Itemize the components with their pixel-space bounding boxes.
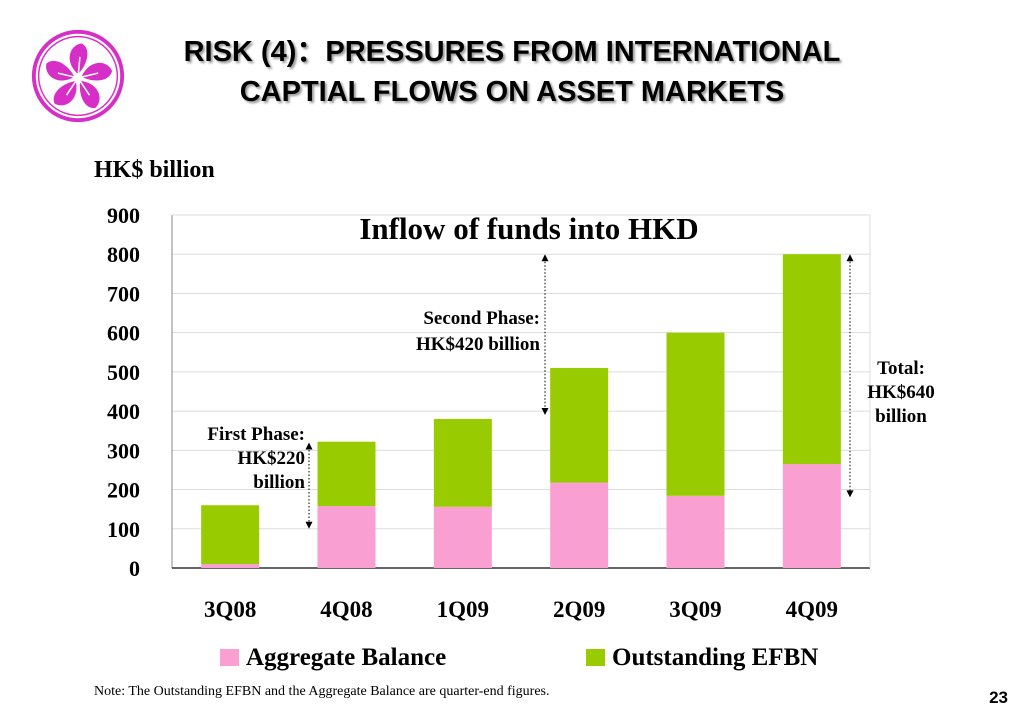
total-label: HK$640 bbox=[867, 382, 935, 403]
bar-aggregate-balance bbox=[433, 506, 492, 568]
first-phase-arrow-head-top bbox=[305, 442, 313, 450]
y-tick-label: 500 bbox=[107, 360, 140, 385]
y-tick-label: 300 bbox=[107, 438, 140, 463]
bar-aggregate-balance bbox=[782, 464, 841, 568]
first-phase-label: HK$220 bbox=[237, 448, 305, 469]
footnote: Note: The Outstanding EFBN and the Aggre… bbox=[94, 684, 550, 699]
total-arrow-head-top bbox=[846, 254, 854, 262]
y-tick-label: 700 bbox=[107, 281, 140, 306]
bar-aggregate-balance bbox=[201, 564, 260, 568]
x-tick-label: 4Q09 bbox=[786, 597, 838, 622]
y-tick-label: 900 bbox=[107, 203, 140, 228]
slide-title-line-2: CAPTIAL FLOWS ON ASSET MARKETS bbox=[239, 76, 785, 108]
bar-outstanding-efbn bbox=[433, 418, 492, 507]
chart-title: Inflow of funds into HKD bbox=[359, 211, 698, 246]
page-number: 23 bbox=[989, 688, 1008, 707]
bar-outstanding-efbn bbox=[201, 505, 260, 565]
total-label: Total: bbox=[877, 358, 925, 379]
y-tick-label: 200 bbox=[107, 478, 140, 503]
bar-aggregate-balance bbox=[550, 482, 609, 568]
slide-title: RISK (4)：PRESSURES FROM INTERNATIONAL CA… bbox=[100, 32, 924, 112]
y-tick-label: 400 bbox=[107, 399, 140, 424]
legend-label: Aggregate Balance bbox=[246, 644, 446, 671]
bar-outstanding-efbn bbox=[782, 254, 841, 465]
y-tick-label: 100 bbox=[107, 517, 140, 542]
y-tick-label: 0 bbox=[129, 556, 140, 581]
x-tick-label: 1Q09 bbox=[437, 597, 489, 622]
second-phase-arrow-head-bottom bbox=[541, 408, 549, 416]
first-phase-arrow-head-bottom bbox=[305, 521, 313, 529]
x-tick-label: 4Q08 bbox=[320, 597, 372, 622]
first-phase-label: First Phase: bbox=[207, 424, 305, 445]
second-phase-label: Second Phase: bbox=[423, 308, 540, 329]
total-label: billion bbox=[875, 406, 927, 427]
bar-aggregate-balance bbox=[666, 495, 725, 568]
total-arrow-head-bottom bbox=[846, 490, 854, 498]
x-tick-label: 3Q08 bbox=[204, 597, 256, 622]
y-tick-label: 800 bbox=[107, 242, 140, 267]
second-phase-arrow-head-top bbox=[541, 254, 549, 262]
x-tick-label: 2Q09 bbox=[553, 597, 605, 622]
y-tick-label: 600 bbox=[107, 321, 140, 346]
bar-outstanding-efbn bbox=[550, 367, 609, 483]
y-axis-label: HK$ billion bbox=[94, 157, 215, 183]
slide-title-line-1: RISK (4)：PRESSURES FROM INTERNATIONAL bbox=[183, 36, 841, 68]
legend-swatch bbox=[586, 649, 605, 666]
legend-label: Outstanding EFBN bbox=[612, 644, 818, 671]
legend-swatch bbox=[220, 649, 239, 666]
bar-outstanding-efbn bbox=[317, 441, 376, 507]
bauhinia-logo-icon bbox=[31, 29, 125, 123]
bar-outstanding-efbn bbox=[666, 332, 725, 496]
first-phase-label: billion bbox=[253, 472, 305, 493]
second-phase-label: HK$420 billion bbox=[416, 334, 540, 355]
x-tick-label: 3Q09 bbox=[669, 597, 721, 622]
bar-aggregate-balance bbox=[317, 506, 376, 568]
